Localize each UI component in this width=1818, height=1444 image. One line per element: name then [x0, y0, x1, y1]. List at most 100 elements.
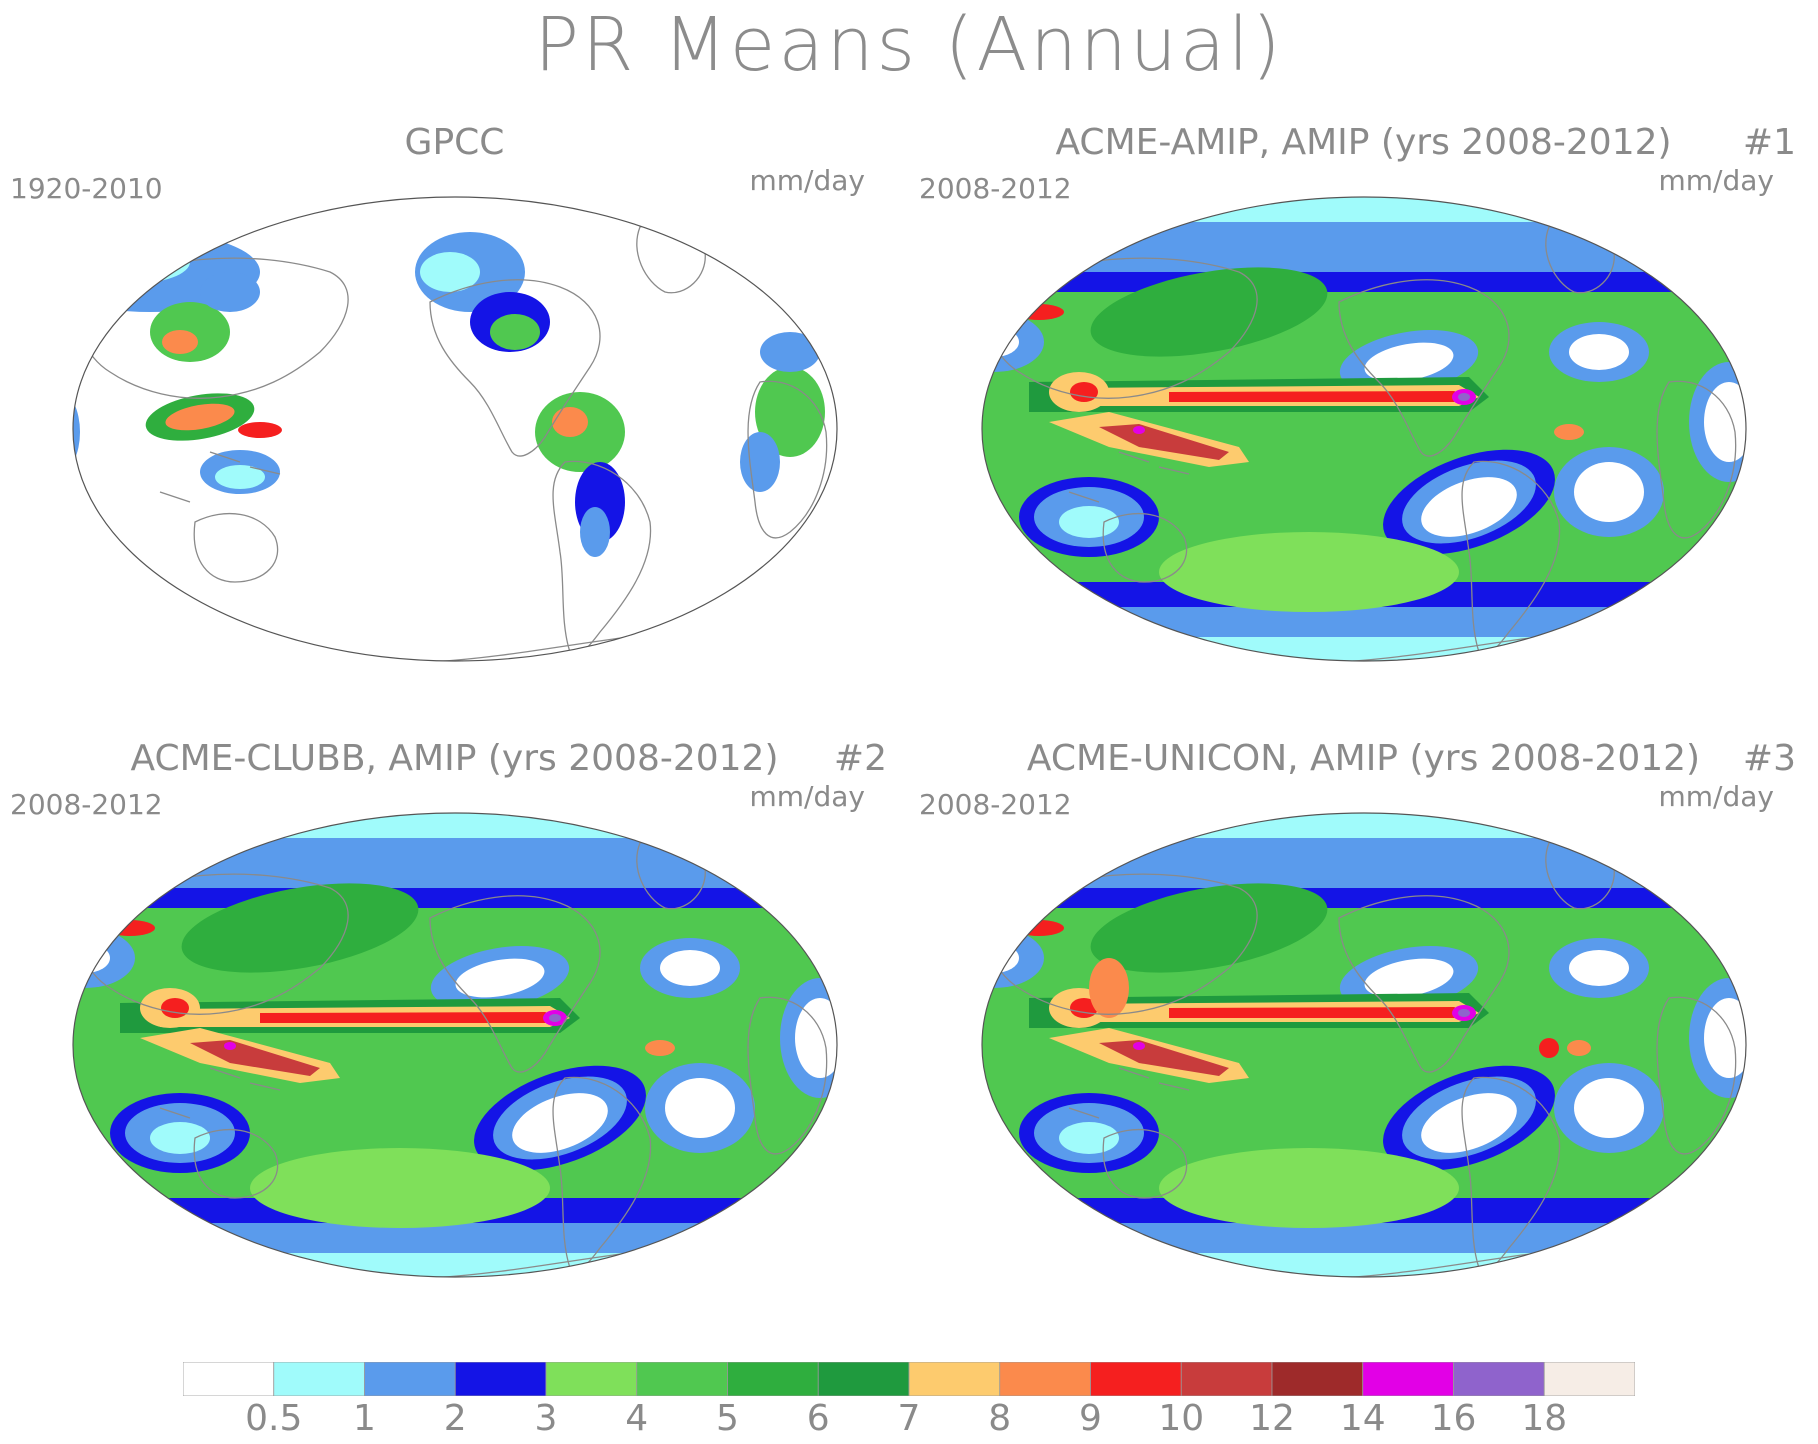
- map-panel-acme-unicon: ACME-UNICON, AMIP (yrs 2008-2012) #3 200…: [909, 738, 1818, 1354]
- wet-n-pacific: [1090, 267, 1328, 357]
- precip-band-north-storm: [73, 888, 837, 908]
- wet-n-pacific: [181, 883, 419, 973]
- coastline-maritime-continent: [1068, 451, 1190, 503]
- dry-zone-ne-pacific-core: [1364, 958, 1454, 998]
- itcz-band-core: [1169, 391, 1469, 402]
- precip-map: [72, 196, 838, 662]
- moderate-s-pacific: [1159, 1148, 1459, 1228]
- dry-zone-africa-core: [795, 998, 837, 1078]
- maritime-continent-core: [165, 403, 235, 431]
- precip-band-south: [73, 1223, 837, 1253]
- dry-zone-central-asia: [982, 312, 1044, 372]
- dry-zone-s-atlantic-core: [665, 1078, 735, 1138]
- wet-n-pacific: [1090, 883, 1328, 973]
- page-title: PR Means (Annual): [534, 2, 1284, 88]
- colorbar-tick-label: 4: [625, 1398, 649, 1439]
- dry-zone-australia-core: [1059, 506, 1119, 538]
- map-border: [981, 196, 1747, 662]
- precip-antarctic: [73, 1248, 837, 1277]
- dry-zone-central-asia: [73, 928, 135, 988]
- land-amazon-core: [552, 407, 588, 437]
- map-panel-acme-clubb: ACME-CLUBB, AMIP (yrs 2008-2012) #2 2008…: [0, 738, 909, 1354]
- precip-band-north: [982, 838, 1746, 893]
- colorbar-labels: 0.5 1 2 3 4 5 6 7 8 9 10 12 14 16 18: [0, 1398, 1818, 1444]
- colorbar-tick-label: 1: [353, 1398, 376, 1439]
- panel-years: 2008-2012: [919, 172, 1072, 205]
- colorbar-tick-label: 5: [716, 1398, 739, 1439]
- coastline-asia: [985, 873, 1258, 1015]
- atlantic-itcz: [645, 1040, 675, 1056]
- panel-title: ACME-CLUBB, AMIP (yrs 2008-2012) #2: [0, 738, 909, 782]
- land-east-asia: [150, 302, 230, 362]
- dry-zone-s-atlantic-core: [1574, 462, 1644, 522]
- moderate-s-pacific: [250, 1148, 550, 1228]
- coastline-maritime-continent: [159, 1067, 281, 1119]
- map-field: [982, 197, 1746, 661]
- coastline-africa: [747, 380, 828, 539]
- colorbar: [183, 1362, 1635, 1396]
- colorbar-swatch: [1543, 1362, 1635, 1396]
- itcz-max-core: [1458, 393, 1470, 401]
- colorbar-tick-label: 7: [897, 1398, 921, 1439]
- colorbar-tick-label: 6: [806, 1398, 830, 1439]
- spcz-max: [1133, 1042, 1145, 1050]
- panel-number: #1: [1742, 122, 1796, 163]
- precip-map: [981, 196, 1747, 662]
- itcz-band-core: [1169, 1007, 1469, 1018]
- colorbar-swatch: [1090, 1362, 1182, 1396]
- coastline-maritime-continent: [159, 451, 281, 503]
- map-field: [909, 813, 1818, 1348]
- coastline-africa: [747, 996, 828, 1155]
- panel-title-text: ACME-UNICON, AMIP (yrs 2008-2012): [1026, 738, 1701, 779]
- colorbar-tick-label: 3: [534, 1398, 558, 1439]
- dry-zone-central-asia-core: [73, 943, 110, 973]
- dry-zone-ne-pacific-core: [455, 958, 545, 998]
- colorbar-swatch: [1362, 1362, 1454, 1396]
- spcz-max: [1133, 426, 1145, 434]
- land-india: [73, 392, 80, 472]
- colorbar-swatch: [1180, 1362, 1273, 1396]
- spcz-band-core: [1099, 424, 1229, 460]
- coastline-north-america: [1338, 279, 1510, 457]
- precip-map: [909, 812, 1818, 1348]
- panel-title-text: GPCC: [404, 122, 505, 163]
- precip-map: [72, 812, 838, 1278]
- colorbar-tick-label: 16: [1430, 1398, 1477, 1439]
- land-patagonia: [580, 507, 610, 557]
- new-guinea: [238, 422, 282, 438]
- dry-zone-se-pacific-core: [1421, 477, 1517, 537]
- colorbar-swatch: [273, 1362, 365, 1396]
- precip-band-north: [73, 838, 837, 893]
- colorbar-swatch: [545, 1362, 638, 1396]
- land-africa: [755, 367, 825, 457]
- land-europe: [760, 332, 820, 372]
- colorbar-swatch: [1453, 1362, 1545, 1396]
- panel-title: ACME-UNICON, AMIP (yrs 2008-2012) #3: [909, 738, 1818, 782]
- map-border: [72, 812, 838, 1278]
- atlantic-itcz: [1554, 424, 1584, 440]
- panel-number: #2: [833, 738, 887, 779]
- panel-units: mm/day: [749, 780, 866, 813]
- spcz-band-core: [1099, 1040, 1229, 1076]
- colorbar-swatch: [908, 1362, 1001, 1396]
- itcz-band-core: [260, 1012, 560, 1023]
- indochina-rain: [1089, 958, 1129, 1018]
- dry-zone-n-atlantic-core: [660, 950, 720, 986]
- land-canada: [420, 252, 480, 292]
- colorbar-tick-label: 9: [1079, 1398, 1102, 1439]
- land-siberia: [200, 272, 260, 312]
- precip-band-north-storm: [982, 272, 1746, 292]
- precip-antarctic-dry: [909, 1278, 1818, 1348]
- panel-units: mm/day: [1658, 164, 1775, 197]
- spcz-band-core: [190, 1040, 320, 1076]
- map-border: [72, 196, 838, 662]
- colorbar-swatch: [183, 1362, 275, 1396]
- dry-zone-n-atlantic-core: [1569, 950, 1629, 986]
- land-africa-south: [740, 432, 780, 492]
- dry-zone-africa-core: [1704, 382, 1746, 462]
- precip-band-south: [982, 1223, 1746, 1253]
- colorbar-tick-label: 2: [443, 1398, 467, 1439]
- coastline-australia: [193, 512, 279, 583]
- precip-antarctic: [982, 632, 1746, 661]
- colorbar-swatch: [636, 1362, 728, 1396]
